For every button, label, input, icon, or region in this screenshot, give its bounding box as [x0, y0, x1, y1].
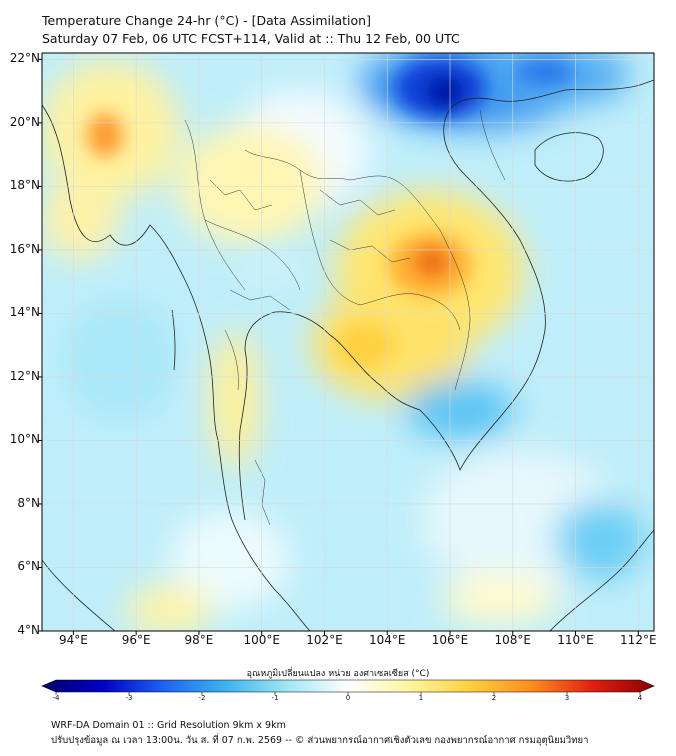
lat-tick-label: 16°N — [9, 241, 40, 256]
lon-tick-label: 104°E — [368, 633, 406, 647]
lon-tick-label: 112°E — [620, 633, 657, 647]
lon-tick-label: 96°E — [121, 633, 151, 647]
footer-model-info: WRF-DA Domain 01 :: Grid Resolution 9km … — [51, 720, 286, 731]
field-layer — [42, 53, 654, 631]
lon-tick-label: 98°E — [184, 633, 214, 647]
lat-tick-label: 20°N — [9, 114, 40, 129]
chart-title: Temperature Change 24-hr (°C) - [Data As… — [42, 13, 371, 28]
colorbar-tickmarks — [55, 692, 641, 695]
lat-tick-label: 8°N — [17, 495, 40, 510]
colorbar-label: อุณหภูมิเปลี่ยนแปลง หน่วย องศาเซลเซียส (… — [246, 669, 430, 679]
colorbar-tick-label: 4 — [637, 694, 643, 702]
colorbar-tick-label: -2 — [198, 694, 206, 702]
lat-tick-label: 10°N — [9, 432, 40, 447]
lon-tick-label: 108°E — [494, 633, 532, 647]
axis-ticks — [38, 58, 639, 635]
colorbar-tick-label: 0 — [345, 694, 351, 702]
lon-tick-label: 110°E — [557, 633, 594, 647]
colorbar-tick-label: -1 — [271, 694, 279, 702]
colorbar-tick-label: 1 — [418, 694, 424, 702]
colorbar-tick-label: -3 — [125, 694, 133, 702]
colorbar-tick-label: -4 — [52, 694, 60, 702]
lon-tick-label: 106°E — [431, 633, 469, 647]
colorbar-tick-label: 2 — [491, 694, 497, 702]
plot-frame — [41, 52, 655, 632]
field-cores — [87, 58, 575, 367]
province-borders — [184, 109, 506, 526]
lat-tick-label: 22°N — [9, 51, 40, 66]
colorbar — [41, 679, 655, 693]
colorbar-tick-label: 3 — [564, 694, 570, 702]
lon-tick-label: 100°E — [243, 633, 280, 647]
lon-tick-label: 102°E — [306, 633, 343, 647]
lon-tick-label: 94°E — [58, 633, 88, 647]
graticule — [42, 53, 654, 632]
lat-tick-label: 18°N — [9, 178, 40, 193]
lat-tick-label: 14°N — [9, 305, 40, 320]
footer-credit: ปรับปรุงข้อมูล ณ เวลา 13:00น. วัน ส. ที่… — [51, 735, 589, 746]
chart-subtitle: Saturday 07 Feb, 06 UTC FCST+114, Valid … — [42, 31, 460, 46]
lat-tick-label: 6°N — [17, 559, 40, 574]
lat-tick-label: 12°N — [9, 368, 40, 383]
lat-tick-label: 4°N — [17, 623, 40, 637]
